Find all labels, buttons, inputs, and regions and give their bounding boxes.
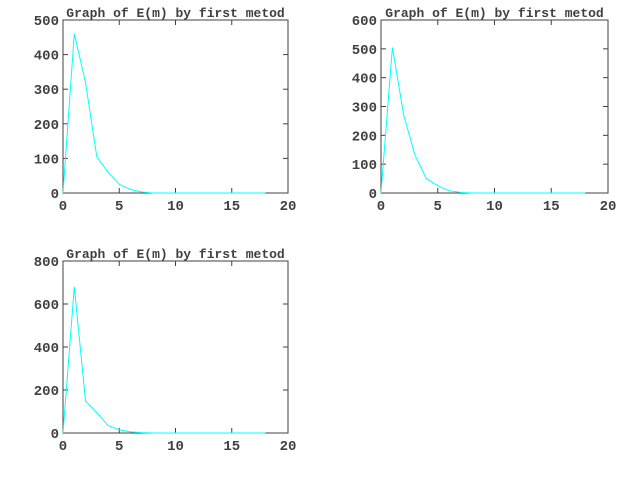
- y-tick-label: 400: [34, 341, 59, 357]
- y-tick-label: 100: [352, 158, 377, 174]
- x-tick-label: 0: [59, 199, 67, 215]
- chart-title: Graph of E(m) by first metod: [66, 247, 284, 262]
- series-line: [62, 33, 266, 194]
- y-tick-label: 200: [352, 129, 377, 145]
- x-tick-label: 5: [115, 199, 123, 215]
- y-tick-label: 600: [34, 298, 59, 314]
- x-tick-label: 10: [167, 199, 184, 215]
- axes-box: [62, 260, 289, 434]
- y-tick-label: 100: [34, 152, 59, 168]
- y-tick-label: 0: [51, 187, 59, 203]
- y-tick-label: 800: [34, 255, 59, 271]
- axes-box: [62, 19, 289, 194]
- x-tick-label: 0: [377, 199, 385, 215]
- y-tick-label: 500: [352, 43, 377, 59]
- x-tick-label: 5: [115, 439, 123, 455]
- y-tick-label: 400: [34, 49, 59, 65]
- y-tick-label: 200: [34, 384, 59, 400]
- x-tick-label: 20: [600, 199, 617, 215]
- y-tick-label: 500: [34, 14, 59, 30]
- y-tick-label: 0: [51, 427, 59, 443]
- x-tick-label: 15: [223, 199, 240, 215]
- y-tick-label: 200: [34, 118, 59, 134]
- y-tick-label: 300: [34, 83, 59, 99]
- series-line: [380, 47, 586, 194]
- x-tick-label: 15: [543, 199, 560, 215]
- x-tick-label: 10: [167, 439, 184, 455]
- y-tick-label: 300: [352, 101, 377, 117]
- chart-title: Graph of E(m) by first metod: [385, 6, 603, 21]
- series-line: [62, 286, 266, 434]
- chart-title: Graph of E(m) by first metod: [66, 6, 284, 21]
- x-tick-label: 15: [223, 439, 240, 455]
- x-tick-label: 20: [280, 199, 297, 215]
- axes-box: [380, 19, 609, 194]
- x-tick-label: 10: [486, 199, 503, 215]
- y-tick-label: 600: [352, 14, 377, 30]
- x-tick-label: 0: [59, 439, 67, 455]
- x-tick-label: 20: [280, 439, 297, 455]
- y-tick-label: 400: [352, 72, 377, 88]
- y-tick-label: 0: [369, 187, 377, 203]
- x-tick-label: 5: [434, 199, 442, 215]
